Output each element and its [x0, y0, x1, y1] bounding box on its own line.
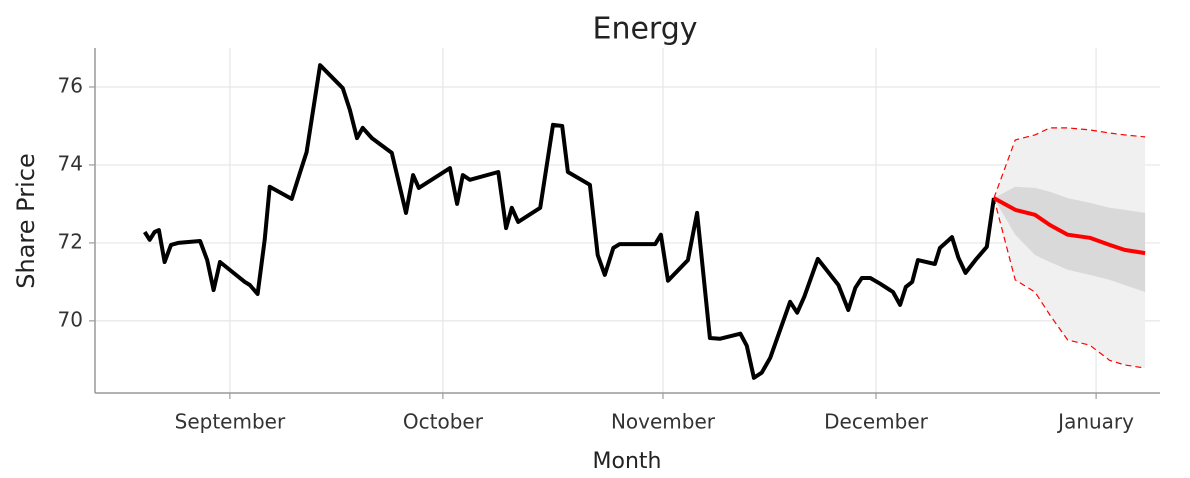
x-tick-label: January	[1056, 410, 1134, 434]
x-tick-label: October	[403, 410, 484, 434]
history-line	[143, 63, 996, 380]
y-tick-label: 70	[58, 307, 83, 331]
x-axis-label: Month	[593, 449, 662, 474]
x-tick-label: November	[611, 410, 716, 434]
y-tick-label: 74	[58, 151, 83, 175]
forecast-line	[992, 196, 1146, 256]
chart-title: Energy	[592, 12, 697, 47]
interval-bound	[993, 197, 1146, 369]
plot-background	[95, 48, 1160, 393]
x-tick-label: September	[175, 410, 286, 434]
y-axis-label: Share Price	[12, 153, 40, 288]
y-tick-label: 76	[58, 73, 83, 97]
y-tick-label: 72	[58, 229, 83, 253]
x-tick-label: December	[824, 410, 928, 434]
